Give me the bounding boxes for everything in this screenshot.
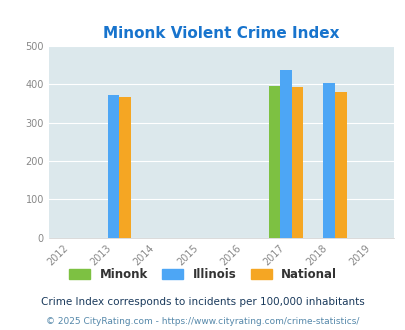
Bar [322,82,334,238]
Bar [268,85,279,238]
Bar [291,87,303,238]
Legend: Minonk, Illinois, National: Minonk, Illinois, National [64,263,341,286]
Bar [119,97,130,238]
Bar [279,70,291,238]
Text: © 2025 CityRating.com - https://www.cityrating.com/crime-statistics/: © 2025 CityRating.com - https://www.city… [46,317,359,326]
Bar [334,92,346,238]
Bar [107,95,119,238]
Title: Minonk Violent Crime Index: Minonk Violent Crime Index [103,26,339,41]
Text: Crime Index corresponds to incidents per 100,000 inhabitants: Crime Index corresponds to incidents per… [41,297,364,307]
